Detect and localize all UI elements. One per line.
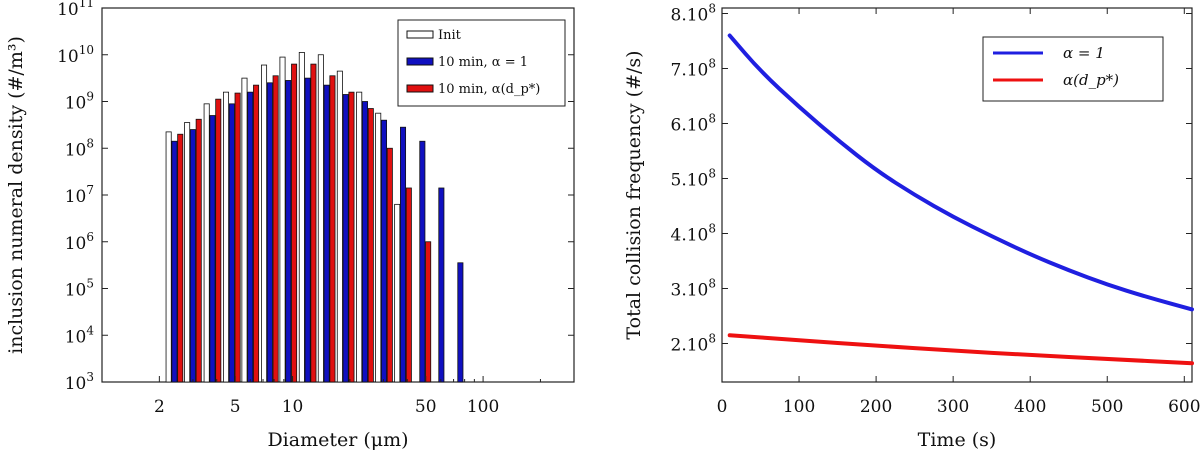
bar-init bbox=[223, 91, 230, 383]
line-alpha-dp bbox=[727, 333, 1194, 366]
legend-swatch-init bbox=[406, 30, 434, 39]
left-y-tick-label: 1011 bbox=[57, 0, 94, 20]
legend-label-alpha1: 10 min, α = 1 bbox=[438, 55, 528, 70]
bar-init bbox=[241, 77, 248, 383]
bar-alpha-dp bbox=[195, 118, 202, 383]
left-x-tick-label: 10 bbox=[282, 397, 304, 417]
left-legend: Init 10 min, α = 1 10 min, α(d_p*) bbox=[397, 19, 566, 107]
right-x-tick-label: 600 bbox=[1168, 397, 1200, 417]
bar-alpha-dp bbox=[177, 133, 184, 383]
legend-swatch-alpha1 bbox=[406, 57, 434, 66]
bar-alpha-dp bbox=[386, 147, 393, 383]
line-alpha1 bbox=[727, 33, 1194, 312]
bar-alpha1 bbox=[189, 129, 196, 383]
right-y-tick-label: 7.108 bbox=[671, 57, 717, 81]
bar-init bbox=[317, 54, 324, 383]
left-x-tick-label: 2 bbox=[154, 397, 165, 417]
legend-swatch-alpha-dp bbox=[406, 84, 434, 93]
bar-alpha-dp bbox=[272, 75, 279, 383]
right-y-tick-label: 8.108 bbox=[671, 2, 717, 26]
bar-alpha1 bbox=[228, 103, 235, 383]
right-legend-box bbox=[982, 36, 1164, 102]
bar-alpha1 bbox=[457, 262, 464, 383]
right-y-axis-label: Total collision frequency (#/s) bbox=[623, 50, 645, 339]
bar-init bbox=[203, 103, 210, 383]
left-y-tick-label: 104 bbox=[65, 323, 95, 347]
bar-alpha1 bbox=[304, 77, 311, 383]
right-y-tick-label: 6.108 bbox=[671, 112, 717, 136]
bar-init bbox=[279, 56, 286, 383]
bar-alpha1 bbox=[361, 101, 368, 383]
left-x-axis-label: Diameter (μm) bbox=[267, 429, 408, 451]
right-y-tick-label: 2.108 bbox=[671, 332, 717, 356]
bar-alpha1 bbox=[438, 187, 445, 383]
left-x-ticks: 2 5 10 50 100 bbox=[154, 376, 541, 417]
right-x-tick-label: 0 bbox=[717, 397, 728, 417]
right-lines-group bbox=[727, 33, 1194, 366]
bar-alpha-dp bbox=[253, 84, 260, 383]
left-y-tick-label: 103 bbox=[65, 370, 94, 394]
bar-alpha-dp bbox=[329, 75, 336, 383]
left-x-tick-label: 50 bbox=[415, 397, 437, 417]
right-y-tick-label: 5.108 bbox=[671, 167, 717, 191]
bar-alpha1 bbox=[400, 126, 407, 383]
right-legend: α = 1 α(d_p*) bbox=[982, 36, 1164, 102]
bar-alpha-dp bbox=[291, 63, 298, 383]
bar-alpha1 bbox=[323, 84, 330, 383]
right-x-tick-label: 300 bbox=[937, 397, 969, 417]
legend-text-alpha-dp: α(d_p*) bbox=[1063, 71, 1119, 89]
bar-alpha-dp bbox=[215, 98, 222, 383]
right-x-tick-label: 100 bbox=[783, 397, 815, 417]
left-y-tick-label: 107 bbox=[65, 183, 94, 207]
bar-alpha1 bbox=[209, 115, 216, 383]
bar-alpha-dp bbox=[310, 63, 317, 383]
right-y-tick-label: 4.108 bbox=[671, 222, 717, 246]
right-chart-collision: 2.108 3.108 4.108 5.108 6.108 7.108 8.108 0 100… bbox=[623, 2, 1200, 452]
bar-alpha-dp bbox=[405, 187, 412, 383]
bar-alpha1 bbox=[381, 119, 388, 383]
left-y-tick-label: 105 bbox=[65, 277, 94, 301]
right-x-tick-label: 200 bbox=[860, 397, 892, 417]
bar-init bbox=[165, 131, 172, 383]
right-x-tick-label: 400 bbox=[1014, 397, 1046, 417]
bar-init bbox=[375, 112, 382, 383]
legend-label-alpha-dp: 10 min, α(d_p*) bbox=[438, 82, 540, 97]
bar-alpha-dp bbox=[234, 92, 241, 383]
right-x-tick-label: 500 bbox=[1091, 397, 1123, 417]
bar-alpha1 bbox=[285, 80, 292, 383]
legend-text-alpha1: α = 1 bbox=[1063, 44, 1105, 62]
right-x-ticks: 0 100 200 300 400 500 600 bbox=[717, 8, 1200, 417]
bar-init bbox=[298, 52, 305, 383]
bar-init bbox=[394, 203, 401, 383]
bar-alpha-dp bbox=[425, 241, 432, 383]
right-y-tick-label: 3.108 bbox=[671, 277, 717, 301]
bar-alpha1 bbox=[419, 140, 426, 383]
left-y-tick-label: 108 bbox=[65, 136, 94, 160]
right-y-ticks: 2.108 3.108 4.108 5.108 6.108 7.108 8.108 bbox=[671, 2, 1192, 356]
right-x-axis-label: Time (s) bbox=[918, 429, 997, 451]
left-bars-group bbox=[165, 52, 464, 383]
left-y-tick-label: 109 bbox=[65, 90, 94, 114]
bar-alpha1 bbox=[171, 140, 178, 383]
bar-init bbox=[184, 122, 191, 383]
bar-init bbox=[336, 70, 343, 383]
bar-alpha1 bbox=[266, 82, 273, 383]
bar-alpha-dp bbox=[367, 108, 374, 383]
left-y-tick-label: 1010 bbox=[57, 43, 94, 67]
bar-alpha-dp bbox=[348, 91, 355, 383]
left-x-tick-label: 5 bbox=[230, 397, 241, 417]
bar-init bbox=[356, 91, 363, 383]
legend-label-init: Init bbox=[438, 28, 462, 43]
bar-alpha1 bbox=[247, 91, 254, 383]
right-plot-frame bbox=[721, 7, 1193, 383]
left-y-axis-label: inclusion numeral density (#/m³) bbox=[5, 36, 27, 354]
left-y-tick-label: 106 bbox=[65, 230, 94, 254]
left-y-ticks: 103 104 105 106 107 108 109 1010 1011 bbox=[57, 0, 574, 394]
bar-alpha1 bbox=[342, 94, 349, 383]
left-x-tick-label: 100 bbox=[467, 397, 499, 417]
bar-init bbox=[261, 64, 268, 383]
